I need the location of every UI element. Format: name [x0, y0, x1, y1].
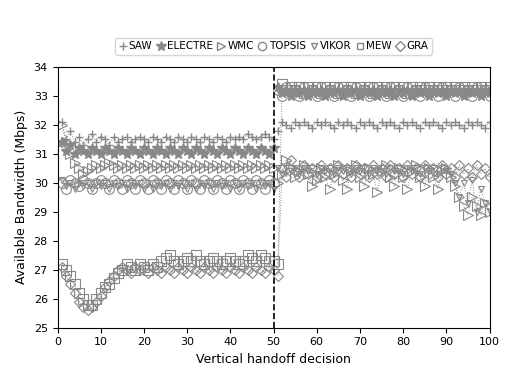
X-axis label: Vertical handoff decision: Vertical handoff decision — [196, 353, 351, 366]
Y-axis label: Available Bandwidth (Mbps): Available Bandwidth (Mbps) — [15, 110, 28, 285]
Legend: SAW, ELECTRE, WMC, TOPSIS, VIKOR, MEW, GRA: SAW, ELECTRE, WMC, TOPSIS, VIKOR, MEW, G… — [115, 38, 432, 54]
